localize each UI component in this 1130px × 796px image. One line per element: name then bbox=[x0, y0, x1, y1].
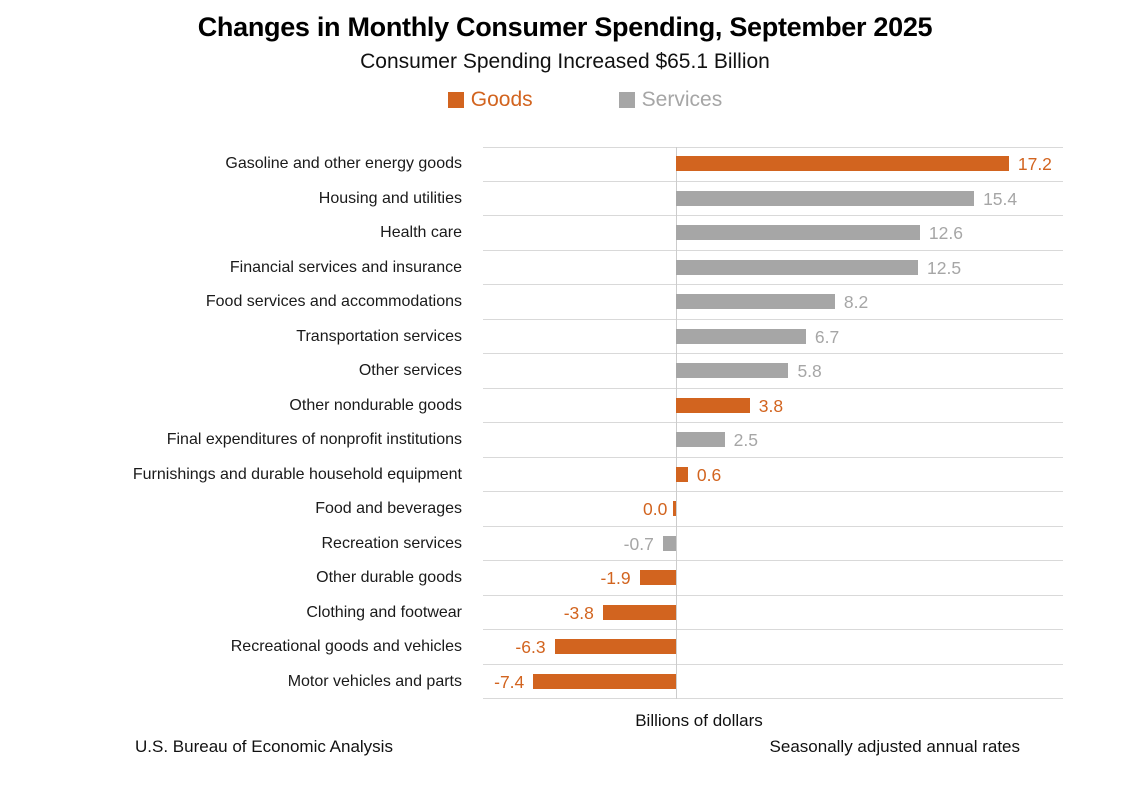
category-label: Transportation services bbox=[296, 327, 462, 345]
category-label: Recreational goods and vehicles bbox=[230, 638, 462, 656]
legend-item-goods: Goods bbox=[447, 88, 533, 112]
value-label: 17.2 bbox=[1017, 154, 1052, 174]
category-label: Other services bbox=[358, 362, 462, 380]
chart-row: Financial services and insurance 12.5 bbox=[0, 251, 1063, 285]
plot-cell: 8.2 bbox=[483, 285, 1063, 320]
services-bar bbox=[676, 190, 975, 206]
plot-cell: 15.4 bbox=[483, 182, 1063, 216]
goods-bar bbox=[554, 639, 677, 655]
chart-row: Recreational goods and vehicles -6.3 bbox=[0, 630, 1063, 665]
goods-swatch-icon bbox=[447, 92, 464, 108]
category-label: Other durable goods bbox=[316, 569, 462, 587]
category-label: Food services and accommodations bbox=[205, 293, 462, 311]
value-label: 0.6 bbox=[696, 464, 722, 485]
plot-cell: 17.2 bbox=[483, 147, 1063, 182]
legend: Goods Services bbox=[20, 88, 1130, 112]
chart-row: Gasoline and other energy goods 17.2 bbox=[0, 147, 1063, 182]
value-label: 8.2 bbox=[843, 292, 869, 312]
category-label: Recreation services bbox=[321, 534, 463, 552]
plot-cell: 2.5 bbox=[483, 423, 1063, 458]
category-label: Gasoline and other energy goods bbox=[225, 155, 462, 173]
x-axis-title: Billions of dollars bbox=[635, 711, 763, 730]
value-label: 5.8 bbox=[797, 361, 822, 381]
category-label: Health care bbox=[380, 224, 462, 242]
services-bar bbox=[676, 363, 789, 379]
chart-title: Changes in Monthly Consumer Spending, Se… bbox=[197, 12, 933, 42]
category-label: Financial services and insurance bbox=[229, 258, 462, 276]
category-label: Motor vehicles and parts bbox=[287, 672, 462, 690]
goods-bar bbox=[676, 156, 1009, 172]
value-label: -7.4 bbox=[494, 671, 525, 692]
plot-cell: 6.7 bbox=[483, 320, 1063, 354]
goods-bar bbox=[639, 570, 677, 586]
plot-cell: -1.9 bbox=[483, 561, 1063, 596]
bar-chart: Gasoline and other energy goods 17.2 Housi… bbox=[0, 147, 1063, 699]
chart-row: Furnishings and durable household equipm… bbox=[0, 458, 1063, 492]
chart-row: Health care 12.6 bbox=[0, 216, 1063, 251]
value-label: 12.6 bbox=[928, 223, 963, 243]
value-label: 15.4 bbox=[983, 188, 1018, 209]
chart-row: Motor vehicles and parts -7.4 bbox=[0, 665, 1063, 699]
plot-cell: -3.8 bbox=[483, 596, 1063, 630]
chart-row: Recreation services -0.7 bbox=[0, 527, 1063, 561]
value-label: 3.8 bbox=[758, 395, 784, 416]
chart-row: Final expenditures of nonprofit institut… bbox=[0, 423, 1063, 458]
chart-rows: Gasoline and other energy goods 17.2 Housi… bbox=[0, 147, 1063, 699]
chart-row: Food and beverages 0.0 bbox=[0, 492, 1063, 527]
category-label: Clothing and footwear bbox=[306, 603, 462, 621]
chart-subtitle: Consumer Spending Increased $65.1 Billio… bbox=[360, 50, 770, 73]
chart-row: Clothing and footwear -3.8 bbox=[0, 596, 1063, 630]
legend-item-services: Services bbox=[618, 88, 723, 112]
goods-bar bbox=[676, 397, 750, 413]
chart-row: Transportation services 6.7 bbox=[0, 320, 1063, 354]
services-bar bbox=[676, 294, 835, 310]
chart-row: Other services 5.8 bbox=[0, 354, 1063, 389]
category-label: Other nondurable goods bbox=[289, 396, 462, 414]
services-bar bbox=[676, 259, 918, 275]
value-label: -3.8 bbox=[563, 602, 594, 623]
footer-source: U.S. Bureau of Economic Analysis bbox=[135, 737, 393, 756]
value-label: 0.0 bbox=[643, 499, 668, 519]
category-label: Final expenditures of nonprofit institut… bbox=[166, 431, 462, 449]
plot-cell: -7.4 bbox=[483, 665, 1063, 699]
goods-bar bbox=[533, 673, 677, 689]
legend-label-services: Services bbox=[641, 88, 723, 111]
chart-row: Housing and utilities 15.4 bbox=[0, 182, 1063, 216]
goods-bar bbox=[602, 604, 677, 620]
category-label: Housing and utilities bbox=[318, 189, 462, 207]
goods-bar bbox=[673, 501, 677, 517]
value-label: -6.3 bbox=[515, 637, 546, 657]
services-bar bbox=[662, 535, 677, 551]
value-label: 2.5 bbox=[733, 430, 758, 450]
services-bar bbox=[676, 328, 806, 344]
plot-cell: 0.6 bbox=[483, 458, 1063, 492]
value-label: -0.7 bbox=[623, 533, 654, 554]
plot-cell: 12.5 bbox=[483, 251, 1063, 285]
category-label: Food and beverages bbox=[315, 500, 462, 518]
value-label: 12.5 bbox=[927, 257, 962, 278]
chart-row: Other nondurable goods 3.8 bbox=[0, 389, 1063, 423]
services-bar bbox=[676, 225, 920, 241]
category-label: Furnishings and durable household equipm… bbox=[132, 465, 462, 483]
legend-label-goods: Goods bbox=[470, 88, 533, 111]
plot-cell: -6.3 bbox=[483, 630, 1063, 665]
plot-cell: 3.8 bbox=[483, 389, 1063, 423]
chart-row: Other durable goods -1.9 bbox=[0, 561, 1063, 596]
zero-axis-line bbox=[676, 147, 677, 699]
services-bar bbox=[676, 432, 725, 448]
plot-cell: 0.0 bbox=[483, 492, 1063, 527]
value-label: 6.7 bbox=[814, 326, 840, 347]
plot-cell: -0.7 bbox=[483, 527, 1063, 561]
chart-row: Food services and accommodations 8.2 bbox=[0, 285, 1063, 320]
goods-bar bbox=[676, 466, 688, 482]
value-label: -1.9 bbox=[600, 568, 631, 588]
plot-cell: 12.6 bbox=[483, 216, 1063, 251]
services-swatch-icon bbox=[618, 92, 635, 108]
footer-note: Seasonally adjusted annual rates bbox=[769, 737, 1020, 756]
plot-cell: 5.8 bbox=[483, 354, 1063, 389]
